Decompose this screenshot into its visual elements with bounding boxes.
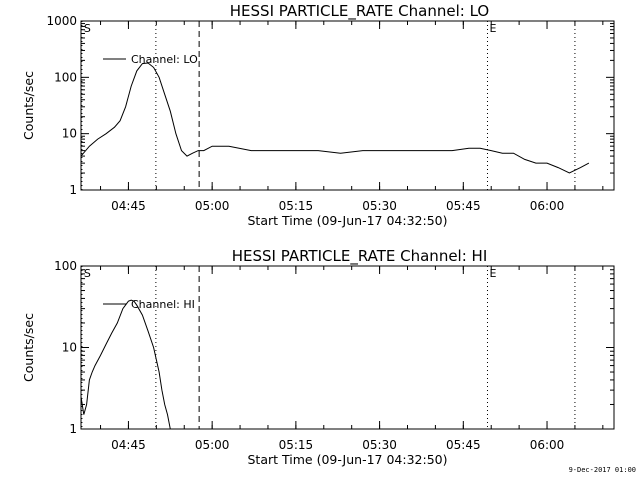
- date-stamp: 9-Dec-2017 01:00: [569, 466, 636, 474]
- series-line-0: [81, 299, 171, 429]
- y-tick-label: 1: [69, 422, 77, 436]
- x-tick-label: 06:00: [530, 438, 565, 452]
- y-axis-label: Counts/sec: [21, 313, 36, 382]
- x-tick-label: 04:45: [111, 199, 146, 213]
- y-tick-label: 1: [69, 183, 77, 197]
- marker-label: E: [489, 267, 496, 280]
- y-tick-label: 10: [62, 127, 77, 141]
- x-tick-label: 05:30: [362, 199, 397, 213]
- marker-label: E: [489, 22, 496, 35]
- x-tick-label: 06:00: [530, 199, 565, 213]
- y-tick-label: 1000: [46, 14, 77, 28]
- x-tick-label: 05:45: [446, 199, 481, 213]
- legend-label: Channel: LO: [131, 53, 198, 66]
- marker-label: S: [84, 22, 91, 35]
- x-tick-label: 05:00: [195, 438, 230, 452]
- x-tick-label: 05:15: [279, 438, 314, 452]
- y-axis-label: Counts/sec: [21, 71, 36, 140]
- plot-frame: [80, 20, 615, 191]
- y-tick-label: 100: [54, 70, 77, 84]
- chart-title: HESSI PARTICLE_RATE Channel: HI: [232, 247, 488, 266]
- x-axis-label: Start Time (09-Jun-17 04:32:50): [248, 452, 448, 467]
- marker-label: S: [84, 267, 91, 280]
- y-tick-label: 100: [54, 259, 77, 273]
- chart-panel-1: HESSI PARTICLE_RATE Channel: HI 04:45 05:0…: [21, 247, 615, 467]
- series-line-0: [81, 62, 590, 174]
- x-tick-label: 05:15: [279, 199, 314, 213]
- chart-title: HESSI PARTICLE_RATE Channel: LO: [230, 2, 489, 21]
- chart-panel-0: HESSI PARTICLE_RATE Channel: LO 04:45 05:0…: [21, 2, 615, 228]
- y-tick-label: 10: [62, 341, 77, 355]
- x-tick-label: 04:45: [111, 438, 146, 452]
- legend-label: Channel: HI: [131, 298, 195, 311]
- x-axis-label: Start Time (09-Jun-17 04:32:50): [248, 213, 448, 228]
- x-tick-label: 05:30: [362, 438, 397, 452]
- x-tick-label: 05:00: [195, 199, 230, 213]
- x-tick-label: 05:45: [446, 438, 481, 452]
- plot-frame: [80, 265, 615, 430]
